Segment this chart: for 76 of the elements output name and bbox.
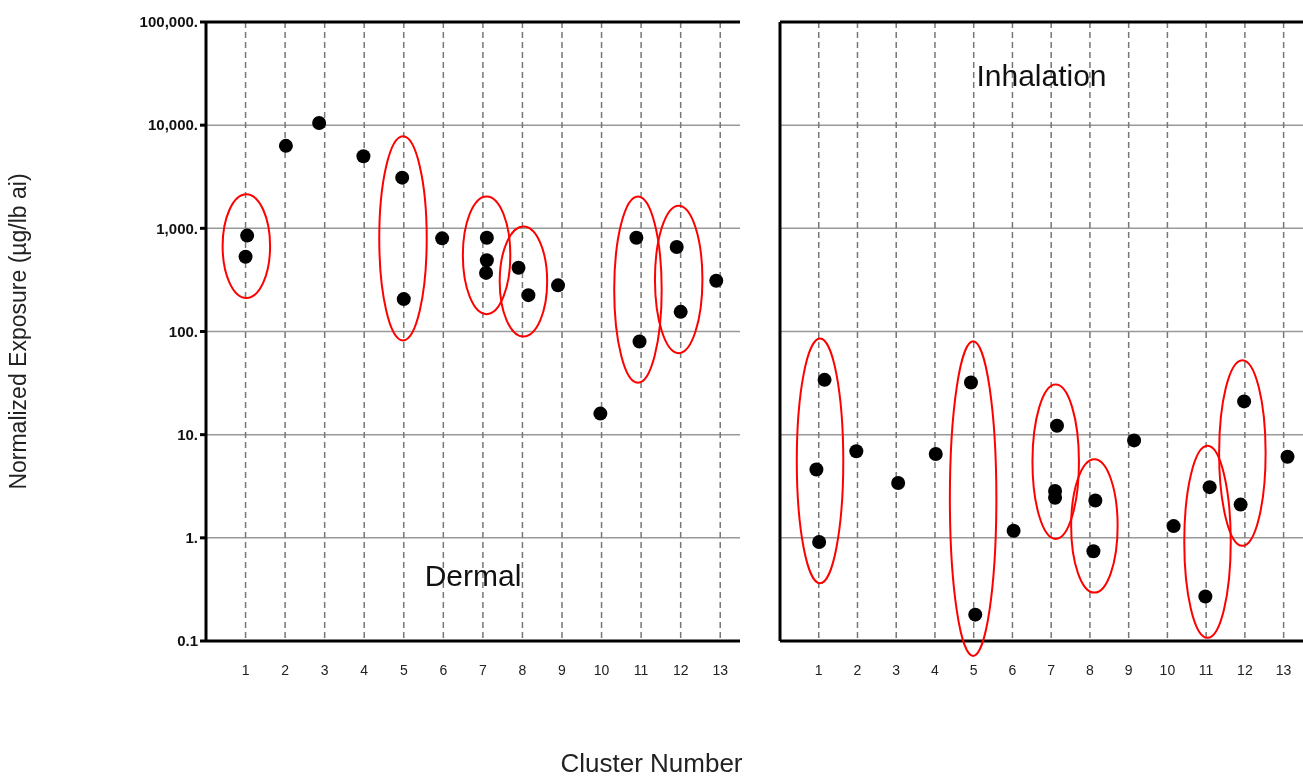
point xyxy=(669,239,684,254)
text: Dermal xyxy=(424,558,522,592)
x-tick-label: 12 xyxy=(672,661,689,678)
point xyxy=(511,260,526,275)
x-axis-title: Cluster Number xyxy=(559,748,744,779)
point xyxy=(521,288,536,303)
point xyxy=(928,446,943,461)
point xyxy=(479,265,494,280)
x-tick-label: 13 xyxy=(712,661,729,678)
point xyxy=(1050,418,1064,433)
point xyxy=(1086,544,1101,559)
point xyxy=(356,149,371,164)
point xyxy=(817,372,832,387)
x-tick-label: 8 xyxy=(518,661,527,678)
point xyxy=(395,170,410,185)
x-tick-label: 8 xyxy=(1086,661,1095,678)
x-tick-label: 7 xyxy=(1047,661,1056,678)
x-tick-label: 6 xyxy=(439,661,448,678)
y-tick-label: 100. xyxy=(168,322,198,340)
point xyxy=(812,535,827,550)
x-tick-label: 13 xyxy=(1275,661,1292,678)
point xyxy=(479,230,494,245)
x-tick-label: 9 xyxy=(1124,661,1133,678)
point xyxy=(396,292,411,307)
point xyxy=(1127,433,1142,448)
point xyxy=(968,607,983,622)
point xyxy=(963,375,978,390)
x-tick-label: 12 xyxy=(1237,661,1253,678)
x-tick-label: 5 xyxy=(969,661,978,678)
point xyxy=(593,406,608,421)
x-tick-label: 11 xyxy=(1198,661,1214,678)
y-tick-label: 1,000. xyxy=(156,219,198,237)
x-tick-label: 3 xyxy=(892,661,901,678)
x-tick-label: 9 xyxy=(558,661,567,678)
point xyxy=(1006,523,1021,538)
x-tick-label: 3 xyxy=(320,661,329,678)
point xyxy=(1233,497,1248,512)
x-tick-label: 6 xyxy=(1008,661,1017,678)
point xyxy=(849,444,864,459)
point xyxy=(809,462,824,477)
point xyxy=(1202,480,1217,495)
x-tick-label: 4 xyxy=(931,661,940,678)
x-tick-label: 1 xyxy=(814,661,823,678)
y-tick-label: 100,000. xyxy=(139,13,198,31)
x-tick-label: 2 xyxy=(281,661,290,678)
point xyxy=(1280,449,1295,464)
point xyxy=(240,228,255,243)
point xyxy=(1198,589,1213,604)
x-tick-label: 11 xyxy=(633,661,649,678)
text: Inhalation xyxy=(976,58,1107,92)
point xyxy=(1166,519,1181,534)
point xyxy=(629,230,644,245)
x-tick-label: 4 xyxy=(360,661,369,678)
point xyxy=(238,249,253,264)
point xyxy=(551,278,566,293)
point xyxy=(632,334,647,349)
x-tick-label: 10 xyxy=(1159,661,1176,678)
x-tick-label: 10 xyxy=(593,661,610,678)
x-tick-label: 1 xyxy=(241,661,250,678)
point xyxy=(479,253,494,268)
y-tick-label: 1. xyxy=(185,529,198,547)
x-tick-label: 5 xyxy=(399,661,408,678)
x-tick-label: 7 xyxy=(478,661,487,678)
y-tick-label: 0.1 xyxy=(177,632,198,650)
point xyxy=(709,273,724,288)
point xyxy=(312,115,327,130)
y-axis-title: Normalized Exposure (µg/lb ai) xyxy=(5,173,32,490)
y-tick-label: 10. xyxy=(177,425,198,443)
point xyxy=(673,304,688,319)
point xyxy=(1237,394,1252,409)
point xyxy=(1088,493,1103,508)
point xyxy=(278,138,293,153)
x-tick-label: 2 xyxy=(853,661,862,678)
point xyxy=(891,476,906,490)
point xyxy=(435,231,450,246)
y-tick-label: 10,000. xyxy=(147,116,198,134)
